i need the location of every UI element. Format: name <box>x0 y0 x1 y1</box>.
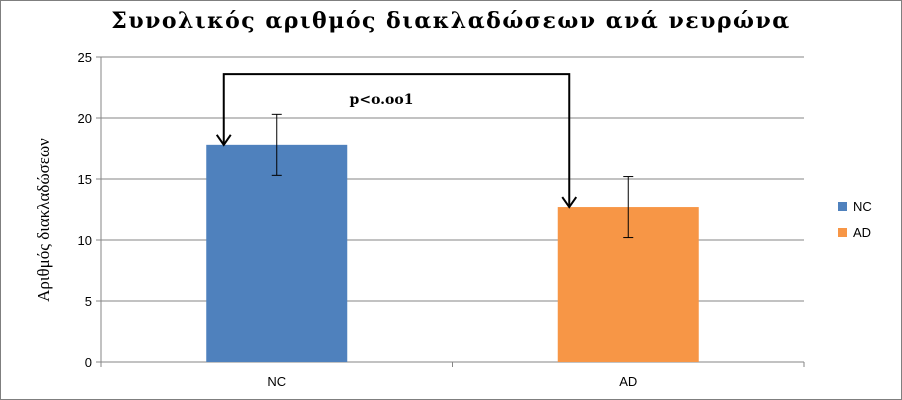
legend-label-nc: NC <box>853 199 872 214</box>
legend-label-ad: AD <box>853 225 872 240</box>
legend-item-nc: NC <box>838 199 872 214</box>
significance-label: p<o.oo1 <box>350 92 414 108</box>
legend-item-ad: AD <box>838 225 871 240</box>
chart-title: Συνολικός αριθμός διακλαδώσεων ανά νευρώ… <box>111 8 791 34</box>
bar-nc <box>206 144 348 362</box>
y-tick-label: 10 <box>78 233 92 248</box>
y-tick-label: 5 <box>85 294 92 309</box>
y-tick-label: 20 <box>78 111 92 126</box>
bracket-arrowhead-nc <box>215 134 232 147</box>
legend-swatch-ad <box>838 228 847 237</box>
legend-swatch-nc <box>838 202 847 211</box>
significance-bracket <box>222 73 571 208</box>
x-tick-label-ad: AD <box>619 374 637 389</box>
y-tick-label: 25 <box>78 50 92 65</box>
y-tick-label: 15 <box>78 172 92 187</box>
y-tick-label: 0 <box>85 355 92 370</box>
bracket-arrowhead-ad <box>561 196 578 209</box>
x-tick-label-nc: NC <box>267 374 286 389</box>
